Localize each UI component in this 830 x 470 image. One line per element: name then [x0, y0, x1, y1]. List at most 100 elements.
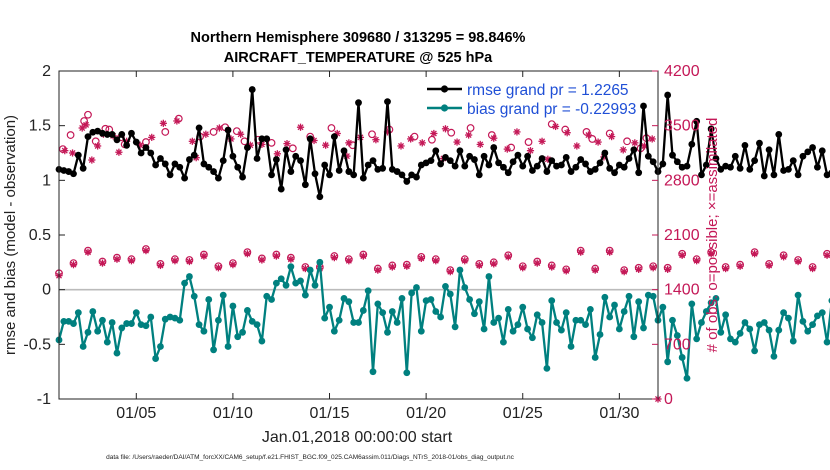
rmse-point [301, 181, 309, 189]
bias-point [330, 327, 338, 335]
bias-point [707, 299, 715, 307]
rmse-point [442, 153, 449, 161]
rmse-point [384, 98, 391, 106]
obs-assimilated-point-stroke [679, 252, 686, 259]
obs-assimilated-point [148, 133, 156, 141]
y-right-tick-label: 0 [664, 391, 673, 408]
rmse-point [166, 171, 174, 179]
obs-assimilated-point-stroke [780, 253, 787, 260]
rmse-point [644, 152, 652, 160]
y-left-tick-label: 1 [42, 172, 51, 189]
bias-point [147, 313, 155, 321]
legend-bias-marker [440, 104, 449, 112]
tick-layer: -1 -0.5 0 0.5 1 1.5 2 0 700 1400 2100 2800 3500 4200 0… [23, 63, 699, 422]
obs-assimilated-point [330, 254, 338, 262]
obs-assimilated-point [372, 136, 380, 144]
rmse-point [736, 164, 744, 172]
obs-assimilated-point [461, 257, 469, 265]
obs-assimilated-point-stroke [200, 253, 207, 260]
obs-assimilated-point [441, 125, 450, 133]
rmse-point [591, 166, 599, 173]
rmse-point [727, 163, 734, 171]
legend-rmse-label: rmse grand pr = 1.2265 [467, 82, 629, 99]
bias-point [606, 313, 614, 321]
obs-assimilated-point-stroke [534, 260, 541, 267]
obs-assimilated-point [215, 124, 223, 132]
rmse-point [475, 171, 483, 179]
rmse-point [712, 155, 720, 162]
rmse-point [577, 156, 585, 163]
rmse-point [524, 152, 531, 160]
legend: rmse grand pr = 1.2265 bias grand pr = -… [427, 82, 636, 118]
obs-assimilated-point-stroke [189, 138, 196, 145]
obs-assimilated-point [465, 131, 473, 139]
rmse-point [485, 161, 493, 169]
bias-point [480, 325, 488, 333]
bias-point [248, 317, 256, 325]
bias-point [446, 290, 454, 298]
rmse-point [186, 156, 193, 163]
bias-point [582, 321, 589, 329]
obs-assimilated-point [526, 147, 535, 155]
obs-assimilated-point [722, 264, 730, 273]
rmse-point [611, 169, 618, 177]
obs-assimilated-point-stroke [94, 142, 101, 149]
obs-assimilated-point-stroke [454, 139, 461, 146]
rmse-point [601, 149, 609, 157]
x-tick-label: 01/30 [599, 405, 639, 422]
rmse-point [128, 129, 135, 137]
obs-assimilated-point [594, 138, 602, 146]
obs-assimilated-point-stroke [564, 129, 571, 136]
obs-assimilated-point-stroke [722, 265, 729, 272]
obs-assimilated-point-stroke [389, 264, 396, 271]
rmse-point [306, 135, 314, 143]
bias-point [311, 281, 319, 289]
obs-assimilated-point [584, 131, 593, 139]
obs-possible-point [466, 124, 475, 132]
bias-point [635, 298, 643, 306]
obs-assimilated-point [418, 139, 426, 147]
obs-assimilated-point-stroke [505, 253, 512, 260]
rmse-point [176, 163, 184, 171]
bias-point [210, 346, 217, 354]
bias-point [688, 300, 696, 308]
obs-assimilated-point [322, 141, 330, 149]
obs-assimilated-point [258, 256, 266, 264]
obs-assimilated-point-stroke [442, 125, 449, 132]
obs-assimilated-point [577, 248, 585, 256]
x-tick-label: 01/10 [213, 405, 253, 422]
bias-point [577, 316, 585, 324]
rmse-point [495, 159, 502, 167]
rmse-point [504, 169, 512, 177]
bias-point [268, 296, 275, 303]
bias-point [572, 316, 580, 324]
obs-assimilated-point [156, 261, 165, 270]
rmse-point [543, 168, 551, 175]
rmse-point [785, 166, 792, 173]
bias-point [258, 337, 266, 345]
rmse-point [702, 161, 710, 169]
rmse-point [557, 161, 565, 169]
bias-point [538, 319, 546, 326]
bias-point [504, 305, 512, 313]
obs-assimilated-point [407, 135, 415, 143]
rmse-point [794, 171, 802, 179]
bias-point [514, 321, 522, 329]
bias-point [693, 335, 701, 343]
rmse-point [84, 133, 92, 141]
obs-assimilated-point [82, 121, 90, 129]
bias-point [625, 292, 633, 300]
obs-assimilated-point [503, 145, 511, 153]
rmse-point [456, 147, 464, 155]
rmse-point [635, 169, 643, 177]
obs-assimilated-point-stroke [527, 147, 534, 154]
obs-assimilated-point-stroke [621, 268, 628, 275]
bias-point [741, 319, 749, 326]
obs-assimilated-point-stroke [229, 261, 236, 268]
obs-assimilated-point-stroke [311, 137, 318, 144]
bias-point [562, 309, 570, 317]
bias-point [678, 354, 686, 361]
bias-point [99, 316, 106, 324]
obs-assimilated-point [237, 130, 245, 138]
bias-point [461, 284, 469, 291]
